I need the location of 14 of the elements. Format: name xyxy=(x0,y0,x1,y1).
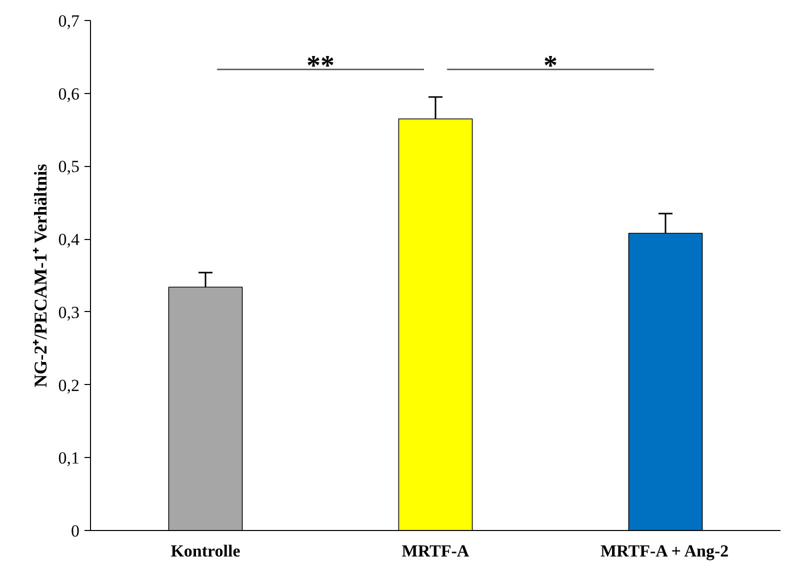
y-tick-label: 0,5 xyxy=(58,157,80,176)
y-tick-label: 0,6 xyxy=(58,84,80,104)
y-tick-label: 0,1 xyxy=(58,448,80,468)
x-tick-label: MRTF-A xyxy=(402,542,470,560)
annotation: * xyxy=(544,50,558,82)
y-tick-label: 0 xyxy=(71,522,80,540)
y-tick-label: 0,7 xyxy=(58,12,80,30)
annotation: ** xyxy=(306,50,334,82)
y-tick-label: 0,4 xyxy=(58,230,80,250)
x-tick-label: Kontrolle xyxy=(170,542,241,560)
y-axis-title: NG-2⁺/PECAM-1⁺ Verhältnis xyxy=(30,164,50,388)
y-tick-label: 0,3 xyxy=(58,302,80,322)
y-tick-label: 0,2 xyxy=(58,376,80,395)
x-tick-label: MRTF-A + Ang-2 xyxy=(600,542,729,560)
